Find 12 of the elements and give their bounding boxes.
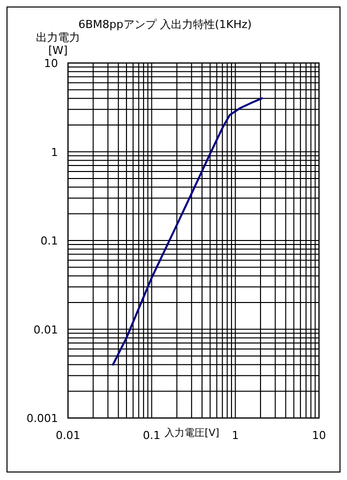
y-tick-label: 1 [51,146,58,159]
y-tick-label: 0.001 [26,412,58,425]
x-axis-title: 入力電圧[V] [164,427,220,439]
y-axis-title: 出力電力 [W] [36,31,80,57]
x-tick-label: 0.01 [56,429,80,442]
x-tick-label: 0.1 [142,429,160,442]
x-tick-label: 10 [312,429,326,442]
chart-title: 6BM8ppアンプ 入出力特性(1KHz) [78,18,252,31]
y-tick-label: 10 [44,57,58,70]
y-tick-label: 0.1 [40,234,58,248]
x-tick-label: 1 [232,429,239,442]
y-tick-label: 0.01 [34,323,58,336]
